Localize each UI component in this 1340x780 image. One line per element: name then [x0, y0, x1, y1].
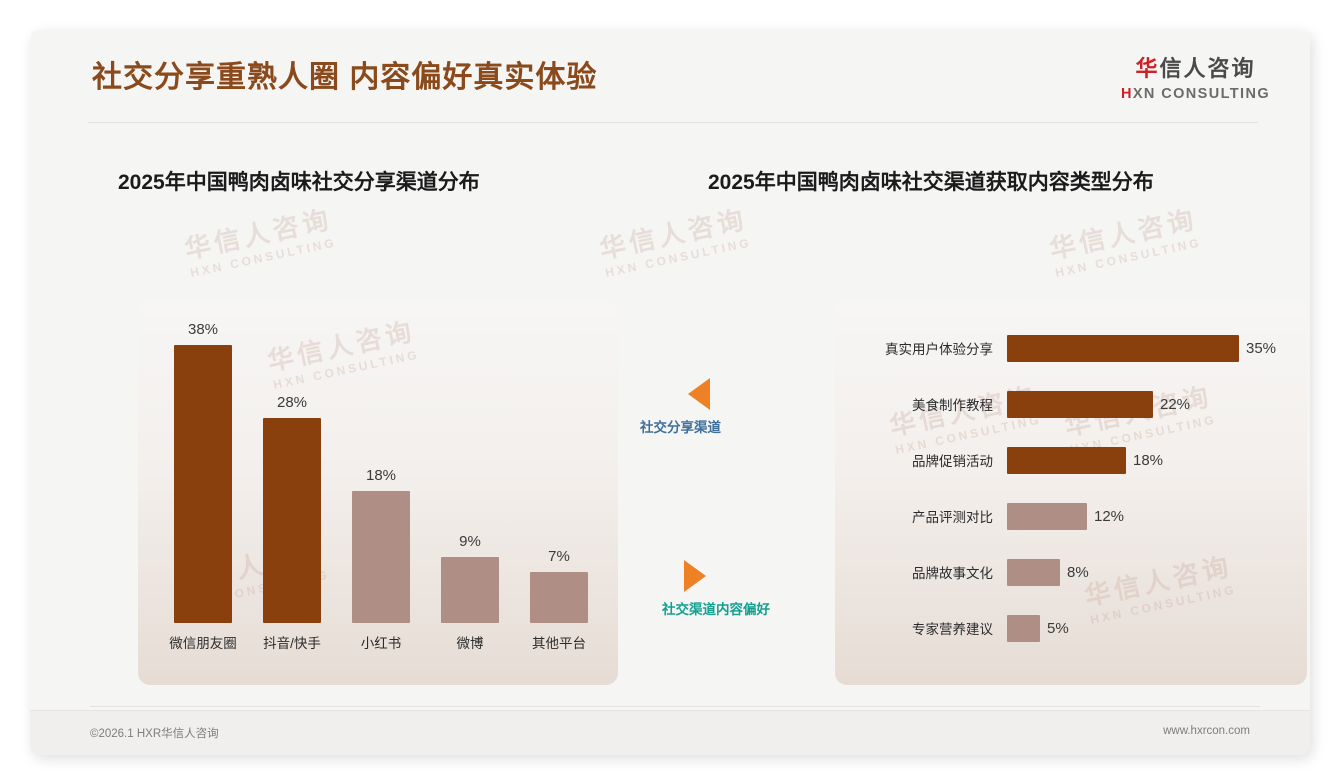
slide-footer: ©2026.1 HXR华信人咨询 www.hxrcon.com — [30, 710, 1310, 755]
header-divider — [88, 122, 1258, 123]
bar-category-label: 产品评测对比 — [912, 510, 993, 525]
watermark: 华信人咨询 HXN CONSULTING — [596, 203, 753, 280]
slide-header: 社交分享重熟人圈 内容偏好真实体验 华信人咨询 HXN CONSULTING — [30, 30, 1310, 126]
slide-canvas: 社交分享重熟人圈 内容偏好真实体验 华信人咨询 HXN CONSULTING 2… — [30, 30, 1310, 755]
horizontal-bar[interactable] — [1007, 502, 1087, 530]
bar-value-label: 7% — [548, 548, 570, 565]
triangle-right-icon — [684, 560, 706, 592]
vertical-bar-group: 38% 微信朋友圈 — [166, 321, 240, 651]
vertical-bar[interactable] — [174, 345, 232, 623]
page-title: 社交分享重熟人圈 内容偏好真实体验 — [92, 61, 598, 94]
horizontal-bar-row: 真实用户体验分享 35% — [835, 331, 1307, 365]
left-chart-title: 2025年中国鸭肉卤味社交分享渠道分布 — [118, 171, 480, 194]
horizontal-bar[interactable] — [1007, 446, 1126, 474]
horizontal-bar-row: 品牌促销活动 18% — [835, 443, 1307, 477]
bar-value-label: 5% — [1047, 619, 1069, 637]
vertical-bar[interactable] — [263, 418, 321, 623]
logo-chinese-text: 华信人咨询 — [1121, 58, 1270, 80]
bar-value-label: 18% — [1133, 451, 1164, 469]
watermark: 华信人咨询 HXN CONSULTING — [1046, 203, 1203, 280]
logo-en-red-char: H — [1120, 86, 1133, 102]
vertical-bar-chart: 38% 微信朋友圈 28% 抖音/快手 18% 小红书 9% 微博 7% 其他平台 — [138, 300, 618, 685]
logo-cn-red-char: 华 — [1135, 56, 1160, 81]
bar-category-label: 小红书 — [360, 636, 402, 651]
logo-en-rest: XN CONSULTING — [1132, 86, 1270, 102]
horizontal-bar[interactable] — [1007, 558, 1060, 586]
triangle-left-icon — [688, 378, 710, 410]
watermark: 华信人咨询 HXN CONSULTING — [181, 203, 338, 280]
company-logo: 华信人咨询 HXN CONSULTING — [1121, 58, 1270, 102]
bar-category-label: 抖音/快手 — [263, 636, 321, 651]
copyright-text: ©2026.1 HXR华信人咨询 — [90, 728, 219, 740]
right-chart-title: 2025年中国鸭肉卤味社交渠道获取内容类型分布 — [708, 171, 1154, 194]
bar-category-label: 真实用户体验分享 — [885, 342, 993, 357]
callout-a-label: 社交分享渠道 — [640, 420, 721, 435]
vertical-bar-group: 28% 抖音/快手 — [255, 394, 329, 651]
bar-value-label: 18% — [365, 467, 397, 484]
right-chart-panel: 华信人咨询 HXN CONSULTING 华信人咨询 HXN CONSULTIN… — [835, 300, 1307, 685]
bar-category-label: 其他平台 — [532, 636, 586, 651]
bar-value-label: 28% — [276, 394, 308, 411]
vertical-bar[interactable] — [530, 572, 588, 623]
callout-b-label: 社交渠道内容偏好 — [662, 602, 770, 617]
bar-category-label: 美食制作教程 — [912, 398, 993, 413]
horizontal-bar-row: 产品评测对比 12% — [835, 499, 1307, 533]
vertical-bar-group: 18% 小红书 — [344, 467, 418, 651]
horizontal-bar[interactable] — [1007, 334, 1239, 362]
vertical-bar[interactable] — [352, 491, 410, 623]
logo-cn-rest: 信人咨询 — [1159, 56, 1256, 81]
footer-divider — [90, 706, 1260, 707]
horizontal-bar-chart: 真实用户体验分享 35% 美食制作教程 22% 品牌促销活动 18% 产品评测对比 12% 品牌… — [835, 300, 1307, 685]
horizontal-bar-row: 专家营养建议 5% — [835, 611, 1307, 645]
bar-value-label: 12% — [1094, 507, 1125, 525]
horizontal-bar-row: 美食制作教程 22% — [835, 387, 1307, 421]
website-link[interactable]: www.hxrcon.com — [1163, 725, 1250, 737]
bar-category-label: 微信朋友圈 — [169, 636, 237, 651]
vertical-bar[interactable] — [441, 557, 499, 623]
bar-value-label: 9% — [459, 533, 481, 550]
logo-english-text: HXN CONSULTING — [1121, 87, 1270, 102]
bar-value-label: 35% — [1246, 339, 1277, 357]
vertical-bar-group: 7% 其他平台 — [522, 548, 596, 651]
bar-value-label: 38% — [187, 321, 219, 338]
bar-value-label: 8% — [1067, 563, 1089, 581]
bar-category-label: 专家营养建议 — [912, 622, 993, 637]
bar-value-label: 22% — [1160, 395, 1191, 413]
bar-category-label: 品牌故事文化 — [912, 566, 993, 581]
horizontal-bar[interactable] — [1007, 390, 1153, 418]
horizontal-bar-row: 品牌故事文化 8% — [835, 555, 1307, 589]
vertical-bar-group: 9% 微博 — [433, 533, 507, 651]
left-chart-panel: 华信人咨询 HXN CONSULTING 华信人咨询 HXN CONSULTIN… — [138, 300, 618, 685]
bar-category-label: 微博 — [456, 636, 484, 651]
horizontal-bar[interactable] — [1007, 614, 1040, 642]
bar-category-label: 品牌促销活动 — [912, 454, 993, 469]
